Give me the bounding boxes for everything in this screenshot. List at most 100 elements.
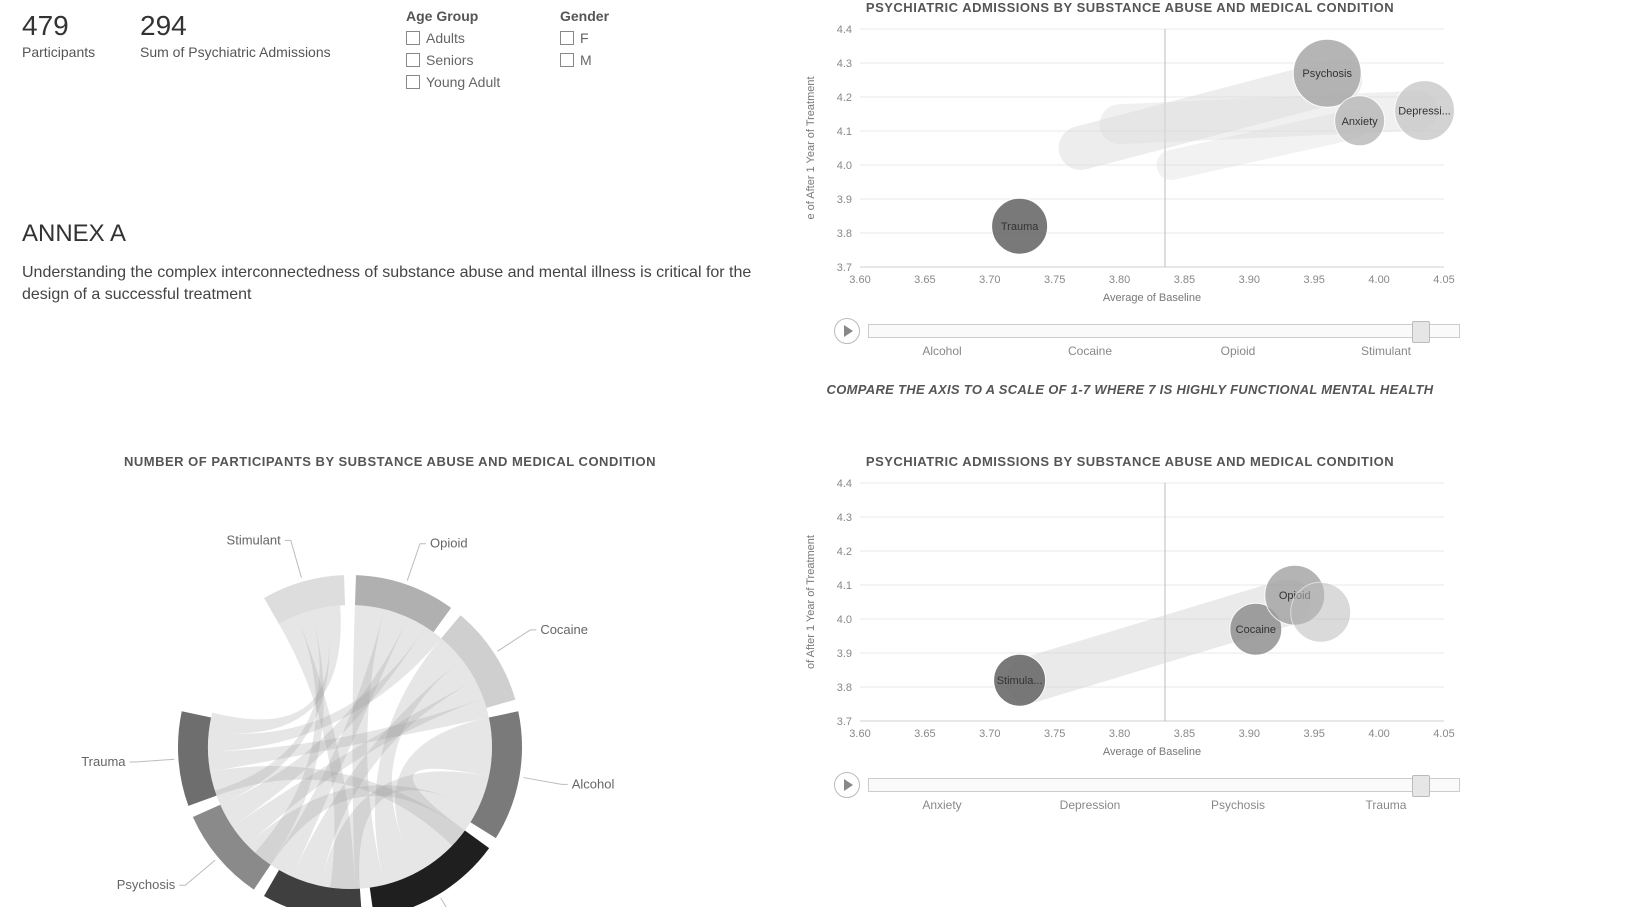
svg-text:4.05: 4.05: [1433, 274, 1454, 286]
svg-text:3.8: 3.8: [837, 228, 852, 240]
kpi-admissions: 294 Sum of Psychiatric Admissions: [140, 10, 331, 60]
gender-label: F: [580, 30, 589, 46]
slider-tick: Stimulant: [1361, 344, 1411, 358]
slider-tick: Opioid: [1221, 344, 1256, 358]
svg-text:Stimula...: Stimula...: [997, 675, 1043, 687]
svg-text:Opioid: Opioid: [430, 536, 468, 551]
svg-text:4.00: 4.00: [1368, 728, 1389, 740]
chord-chart: TraumaPsychosisAnxietyDepressionAlcoholC…: [30, 477, 670, 907]
age-item-0[interactable]: Adults: [406, 30, 500, 46]
svg-text:3.70: 3.70: [979, 728, 1000, 740]
svg-text:3.85: 3.85: [1174, 728, 1195, 740]
checkbox-icon: [406, 75, 420, 89]
slicer-gender: Gender FM: [560, 8, 609, 74]
svg-text:Average of Baseline: Average of Baseline: [1103, 746, 1201, 758]
svg-text:3.90: 3.90: [1239, 274, 1260, 286]
slider-tick: Depression: [1060, 798, 1121, 812]
svg-text:4.2: 4.2: [837, 92, 852, 104]
svg-text:3.9: 3.9: [837, 194, 852, 206]
svg-text:3.75: 3.75: [1044, 274, 1065, 286]
svg-text:4.05: 4.05: [1433, 728, 1454, 740]
svg-text:4.0: 4.0: [837, 160, 852, 172]
kpi-admissions-value: 294: [140, 10, 331, 42]
svg-text:4.1: 4.1: [837, 126, 852, 138]
gender-item-1[interactable]: M: [560, 52, 609, 68]
svg-text:3.95: 3.95: [1304, 728, 1325, 740]
svg-text:4.4: 4.4: [837, 478, 852, 490]
slicer-age-title: Age Group: [406, 8, 500, 24]
slicer-age: Age Group Adults Seniors Young Adult: [406, 8, 500, 96]
kpi-admissions-label: Sum of Psychiatric Admissions: [140, 44, 331, 60]
play-icon: [844, 779, 853, 791]
slider-tick: Cocaine: [1068, 344, 1112, 358]
checkbox-icon: [560, 31, 574, 45]
play-button-top[interactable]: [834, 318, 860, 344]
checkbox-icon: [560, 53, 574, 67]
bubble-top-container: PSYCHIATRIC ADMISSIONS BY SUBSTANCE ABUS…: [800, 0, 1460, 344]
annex-title: ANNEX A: [22, 220, 782, 248]
play-button-bottom[interactable]: [834, 772, 860, 798]
svg-text:Anxiety: Anxiety: [1342, 116, 1379, 128]
svg-text:3.70: 3.70: [979, 274, 1000, 286]
age-label: Seniors: [426, 52, 473, 68]
annex-text: Understanding the complex interconnected…: [22, 262, 782, 305]
bubble-bottom-container: PSYCHIATRIC ADMISSIONS BY SUBSTANCE ABUS…: [800, 454, 1460, 798]
svg-text:Alcohol: Alcohol: [572, 776, 615, 791]
svg-text:3.60: 3.60: [849, 274, 870, 286]
kpi-participants-value: 479: [22, 10, 95, 42]
bubble-top-chart: 3.7 3.8 3.9 4.0 4.1 4.2 4.3 4.4 3.60 3.65 3.70 3.75…: [800, 19, 1460, 309]
svg-text:3.85: 3.85: [1174, 274, 1195, 286]
svg-text:Trauma: Trauma: [81, 754, 126, 769]
gender-label: M: [580, 52, 592, 68]
svg-text:Stimulant: Stimulant: [227, 532, 282, 547]
svg-text:3.7: 3.7: [837, 716, 852, 728]
svg-text:4.00: 4.00: [1368, 274, 1389, 286]
svg-text:4.1: 4.1: [837, 580, 852, 592]
svg-text:3.60: 3.60: [849, 728, 870, 740]
svg-text:Psychosis: Psychosis: [117, 877, 176, 892]
svg-text:3.9: 3.9: [837, 648, 852, 660]
svg-text:3.65: 3.65: [914, 728, 935, 740]
svg-text:Cocaine: Cocaine: [540, 622, 588, 637]
age-label: Young Adult: [426, 74, 500, 90]
slider-top[interactable]: AlcoholCocaineOpioidStimulant: [868, 324, 1460, 338]
bubble-bottom-chart: 3.7 3.8 3.9 4.0 4.1 4.2 4.3 4.4 3.60 3.65 3.70 3.75…: [800, 473, 1460, 763]
annex-block: ANNEX A Understanding the complex interc…: [22, 220, 782, 305]
age-item-2[interactable]: Young Adult: [406, 74, 500, 90]
svg-text:3.90: 3.90: [1239, 728, 1260, 740]
svg-text:Cocaine: Cocaine: [1236, 624, 1276, 636]
slider-tick: Psychosis: [1211, 798, 1265, 812]
bubble-bottom-title: PSYCHIATRIC ADMISSIONS BY SUBSTANCE ABUS…: [800, 454, 1460, 469]
svg-text:3.8: 3.8: [837, 682, 852, 694]
slider-tick: Anxiety: [922, 798, 961, 812]
svg-text:4.0: 4.0: [837, 614, 852, 626]
kpi-participants-label: Participants: [22, 44, 95, 60]
svg-text:3.80: 3.80: [1109, 274, 1130, 286]
svg-text:Average of Baseline: Average of Baseline: [1103, 292, 1201, 304]
svg-text:4.3: 4.3: [837, 58, 852, 70]
chord-title: NUMBER OF PARTICIPANTS BY SUBSTANCE ABUS…: [30, 454, 750, 469]
slider-tick: Alcohol: [922, 344, 961, 358]
chord-container: NUMBER OF PARTICIPANTS BY SUBSTANCE ABUS…: [30, 454, 750, 912]
svg-text:4.2: 4.2: [837, 546, 852, 558]
age-item-1[interactable]: Seniors: [406, 52, 500, 68]
svg-text:3.95: 3.95: [1304, 274, 1325, 286]
svg-text:3.65: 3.65: [914, 274, 935, 286]
play-icon: [844, 325, 853, 337]
svg-text:3.7: 3.7: [837, 262, 852, 274]
svg-text:Psychosis: Psychosis: [1302, 68, 1352, 80]
svg-text:3.75: 3.75: [1044, 728, 1065, 740]
slider-tick: Trauma: [1366, 798, 1407, 812]
gender-item-0[interactable]: F: [560, 30, 609, 46]
svg-text:4.3: 4.3: [837, 512, 852, 524]
axis-note: COMPARE THE AXIS TO A SCALE OF 1-7 WHERE…: [800, 382, 1460, 397]
kpi-participants: 479 Participants: [22, 10, 95, 60]
svg-text:3.80: 3.80: [1109, 728, 1130, 740]
svg-text:4.4: 4.4: [837, 24, 852, 36]
slicer-gender-title: Gender: [560, 8, 609, 24]
bubble-top-title: PSYCHIATRIC ADMISSIONS BY SUBSTANCE ABUS…: [800, 0, 1460, 15]
svg-text:Trauma: Trauma: [1001, 221, 1039, 233]
svg-text:e of After 1 Year of Treatment: e of After 1 Year of Treatment: [805, 76, 817, 219]
age-label: Adults: [426, 30, 465, 46]
slider-bottom[interactable]: AnxietyDepressionPsychosisTrauma: [868, 778, 1460, 792]
